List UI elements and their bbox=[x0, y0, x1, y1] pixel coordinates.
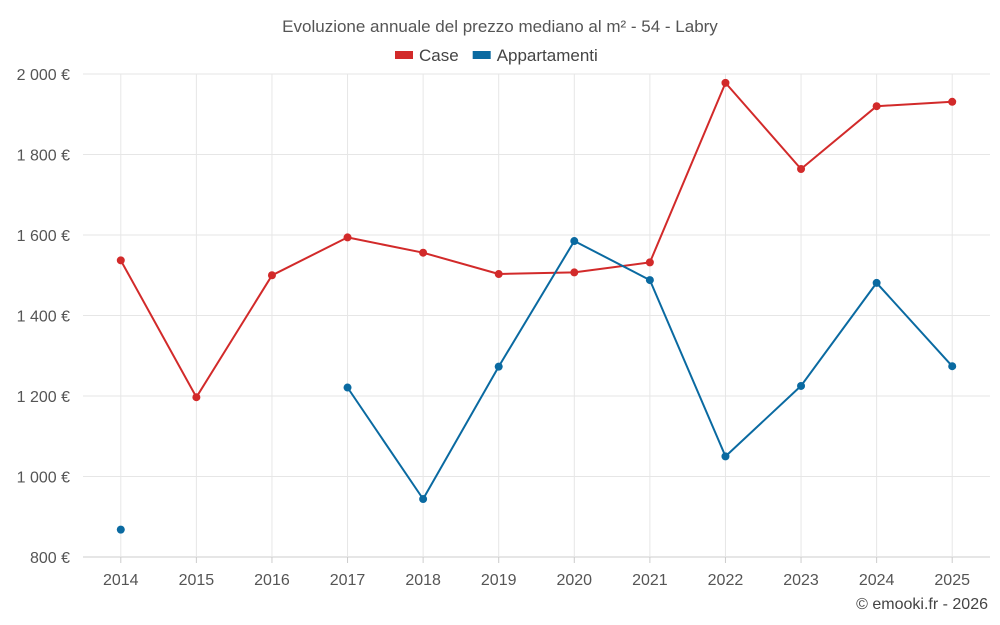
credit-text: © emooki.fr - 2026 bbox=[856, 596, 988, 613]
y-tick-label: 1 000 € bbox=[17, 470, 70, 487]
data-point-case-2014 bbox=[116, 256, 125, 265]
x-tick-label: 2025 bbox=[934, 572, 970, 589]
legend: Case Appartamenti bbox=[395, 46, 598, 65]
grid bbox=[83, 73, 990, 563]
y-tick-label: 800 € bbox=[30, 550, 70, 567]
series-appartamenti bbox=[116, 237, 957, 534]
data-point-case-2016 bbox=[267, 271, 276, 280]
data-point-appartamenti-2023 bbox=[797, 381, 806, 390]
legend-label-appartamenti: Appartamenti bbox=[497, 46, 598, 65]
data-point-appartamenti-2017 bbox=[343, 383, 352, 392]
x-tick-label: 2022 bbox=[708, 572, 744, 589]
chart-title: Evoluzione annuale del prezzo mediano al… bbox=[282, 17, 718, 36]
data-point-case-2023 bbox=[797, 164, 806, 173]
series-layer bbox=[116, 78, 957, 534]
data-point-case-2018 bbox=[419, 248, 428, 257]
data-point-case-2019 bbox=[494, 270, 503, 279]
legend-item-case[interactable]: Case bbox=[395, 46, 459, 65]
data-point-case-2015 bbox=[192, 393, 201, 402]
data-point-case-2020 bbox=[570, 268, 579, 277]
x-tick-label: 2018 bbox=[405, 572, 441, 589]
y-axis-ticks: 800 € 1 000 € 1 200 € 1 400 € 1 600 € 1 800 €… bbox=[17, 67, 70, 567]
data-point-case-2022 bbox=[721, 78, 730, 87]
data-point-case-2021 bbox=[645, 258, 654, 267]
data-point-case-2024 bbox=[872, 102, 881, 111]
y-tick-label: 1 200 € bbox=[17, 389, 70, 406]
legend-label-case: Case bbox=[419, 46, 459, 65]
series-line-case bbox=[119, 81, 953, 399]
x-axis-ticks: 2014 2015 2016 2017 2018 2019 2020 2021 2022 2023… bbox=[103, 572, 970, 589]
legend-swatch-appartamenti bbox=[472, 51, 491, 59]
x-tick-label: 2023 bbox=[783, 572, 819, 589]
y-tick-label: 1 800 € bbox=[17, 148, 70, 165]
x-tick-label: 2024 bbox=[859, 572, 895, 589]
data-point-appartamenti-2025 bbox=[948, 362, 957, 371]
data-point-appartamenti-2018 bbox=[419, 495, 428, 504]
x-tick-label: 2017 bbox=[330, 572, 366, 589]
y-tick-label: 1 400 € bbox=[17, 309, 70, 326]
x-tick-label: 2014 bbox=[103, 572, 139, 589]
data-point-appartamenti-2014 bbox=[116, 525, 125, 534]
legend-item-appartamenti[interactable]: Appartamenti bbox=[472, 46, 598, 65]
data-point-appartamenti-2024 bbox=[872, 278, 881, 287]
x-tick-label: 2016 bbox=[254, 572, 290, 589]
data-point-appartamenti-2021 bbox=[645, 276, 654, 285]
data-point-case-2025 bbox=[948, 97, 957, 106]
x-tick-label: 2021 bbox=[632, 572, 668, 589]
legend-swatch-case bbox=[395, 51, 413, 59]
x-tick-label: 2015 bbox=[179, 572, 215, 589]
data-point-appartamenti-2022 bbox=[721, 452, 730, 461]
data-point-appartamenti-2019 bbox=[494, 362, 503, 371]
x-tick-label: 2019 bbox=[481, 572, 517, 589]
y-tick-label: 2 000 € bbox=[17, 67, 70, 84]
x-tick-label: 2020 bbox=[556, 572, 592, 589]
series-case bbox=[116, 78, 957, 402]
data-point-case-2017 bbox=[343, 233, 352, 242]
data-point-appartamenti-2020 bbox=[570, 237, 579, 246]
y-tick-label: 1 600 € bbox=[17, 228, 70, 245]
